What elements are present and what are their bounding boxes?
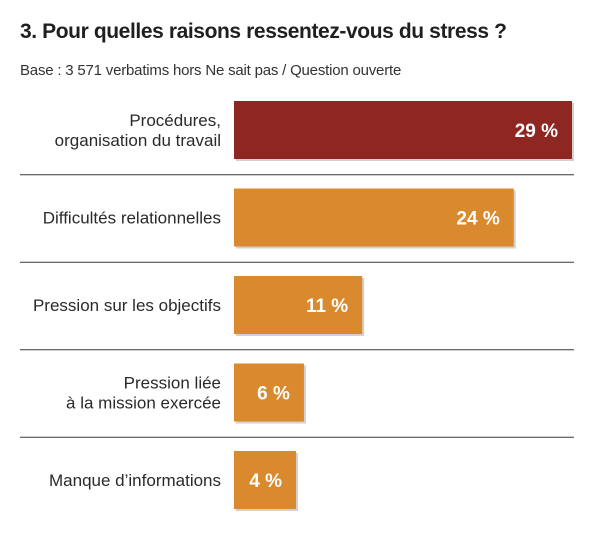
- category-label: Manque d’informations: [49, 471, 221, 490]
- category-label: Pression sur les objectifs: [33, 296, 221, 315]
- chart-subtitle: Base : 3 571 verbatims hors Ne sait pas …: [20, 62, 402, 79]
- value-label: 6 %: [257, 384, 290, 405]
- value-label: 24 %: [456, 209, 499, 230]
- category-label: organisation du travail: [55, 131, 221, 150]
- value-label: 11 %: [306, 296, 348, 317]
- value-label: 29 %: [515, 121, 558, 142]
- chart-title: 3. Pour quelles raisons ressentez-vous d…: [20, 20, 507, 43]
- category-label: à la mission exercée: [66, 394, 221, 413]
- category-label: Pression liée: [124, 374, 221, 393]
- bar: [234, 101, 572, 159]
- bar: [234, 451, 296, 509]
- bar: [234, 188, 514, 247]
- category-label: Difficultés relationnelles: [43, 209, 221, 228]
- category-label: Procédures,: [129, 111, 221, 130]
- bar: [234, 363, 304, 422]
- bar: [234, 276, 363, 334]
- value-label: 4 %: [249, 471, 282, 492]
